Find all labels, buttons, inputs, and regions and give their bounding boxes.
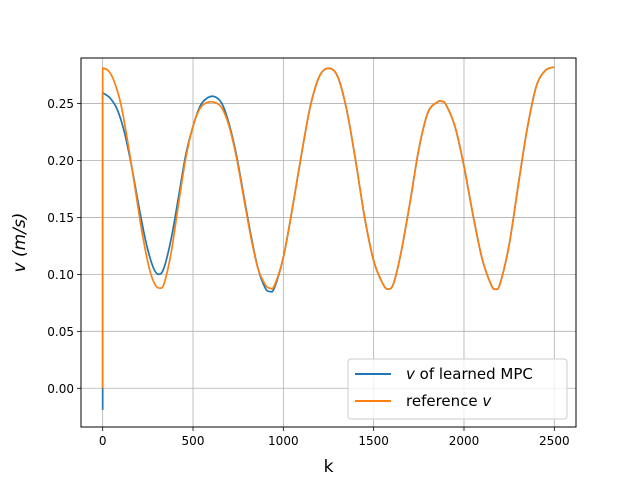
legend: v of learned MPC reference v bbox=[347, 358, 568, 420]
legend-label-reference-italic: v bbox=[482, 392, 492, 410]
plot-frame bbox=[80, 57, 577, 428]
series-line-reference bbox=[101, 66, 555, 389]
x-tick-label: 0 bbox=[99, 434, 107, 448]
legend-label-learned-mpc-text: of learned MPC bbox=[415, 365, 533, 383]
x-axis-label: k bbox=[324, 457, 334, 477]
y-tick-label: 0.00 bbox=[47, 382, 74, 396]
series-line-learned-mpc bbox=[101, 66, 555, 410]
legend-label-reference-text: reference bbox=[406, 392, 482, 410]
legend-label-reference: reference v bbox=[406, 392, 492, 410]
grid bbox=[81, 58, 576, 427]
x-tick-label: 2500 bbox=[539, 434, 570, 448]
x-tick-label: 2000 bbox=[449, 434, 480, 448]
y-tick-label: 0.05 bbox=[47, 325, 74, 339]
y-tick-label: 0.25 bbox=[47, 97, 74, 111]
series-lines bbox=[101, 66, 555, 410]
y-tick-label: 0.20 bbox=[47, 154, 74, 168]
y-axis-ticks: 0.00 0.05 0.10 0.15 0.20 0.25 bbox=[47, 97, 81, 396]
legend-label-learned-mpc: v of learned MPC bbox=[406, 365, 533, 383]
x-tick-label: 500 bbox=[182, 434, 205, 448]
legend-box bbox=[347, 358, 568, 420]
y-axis-label: v (m/s) bbox=[10, 213, 30, 273]
y-tick-label: 0.10 bbox=[47, 268, 74, 282]
x-tick-label: 1000 bbox=[268, 434, 299, 448]
x-axis-ticks: 0 500 1000 1500 2000 2500 bbox=[99, 427, 570, 448]
legend-label-learned-mpc-italic: v bbox=[406, 365, 416, 383]
y-tick-label: 0.15 bbox=[47, 211, 74, 225]
x-tick-label: 1500 bbox=[358, 434, 389, 448]
